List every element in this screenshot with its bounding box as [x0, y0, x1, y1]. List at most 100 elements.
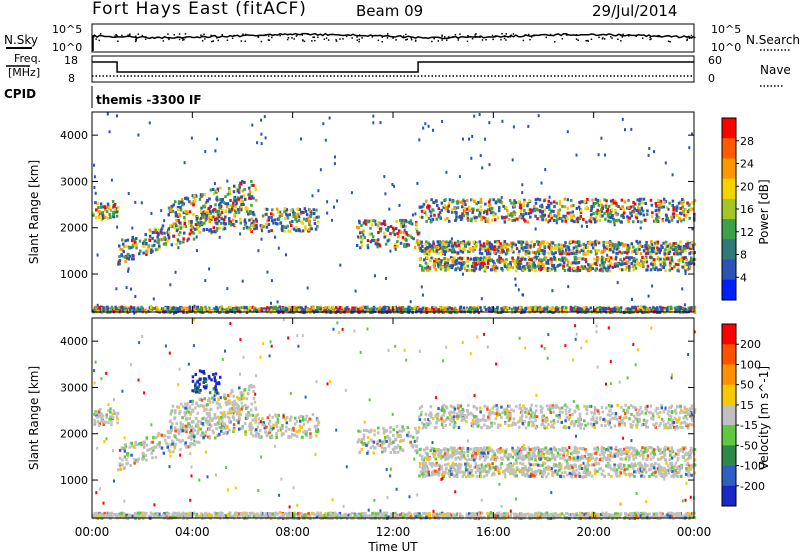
data-cell — [166, 231, 169, 235]
data-cell — [497, 259, 501, 263]
data-cell — [180, 402, 183, 406]
data-cell — [532, 204, 536, 208]
data-cell — [177, 308, 180, 312]
data-cell — [420, 240, 423, 244]
data-cell — [432, 246, 435, 250]
data-cell — [239, 413, 242, 417]
data-cell — [248, 218, 251, 222]
data-cell — [278, 305, 281, 309]
data-cell — [242, 203, 245, 206]
data-cell — [486, 242, 489, 246]
data-cell — [666, 257, 670, 261]
data-cell — [503, 240, 506, 243]
data-cell — [671, 260, 675, 264]
data-cell — [303, 207, 307, 211]
data-cell — [677, 308, 680, 312]
data-cell — [218, 403, 221, 407]
data-cell — [536, 217, 539, 221]
data-cell — [664, 213, 668, 217]
noise-search-point — [168, 38, 170, 41]
data-cell — [565, 252, 569, 256]
data-cell — [254, 217, 258, 221]
data-cell — [471, 263, 475, 267]
noise-search-point — [356, 39, 358, 41]
data-cell — [461, 250, 465, 254]
data-cell — [237, 421, 240, 425]
data-cell — [428, 248, 432, 252]
data-cell — [517, 256, 520, 260]
data-cell — [289, 220, 292, 224]
data-cell — [621, 205, 625, 209]
data-cell — [209, 228, 212, 232]
data-cell — [216, 198, 219, 202]
data-cell — [467, 250, 470, 253]
data-cell — [652, 260, 655, 264]
data-cell — [576, 220, 580, 224]
noise-search-point — [510, 34, 512, 36]
data-cell — [357, 235, 360, 239]
data-cell — [626, 307, 630, 311]
noise-search-point — [690, 37, 693, 39]
data-cell — [466, 217, 470, 221]
data-cell — [287, 229, 290, 233]
data-cell — [652, 306, 655, 310]
data-cell — [292, 227, 296, 231]
data-cell — [686, 262, 689, 266]
data-cell — [441, 265, 444, 269]
data-cell — [426, 268, 429, 272]
data-cell — [467, 205, 471, 209]
data-cell — [520, 246, 524, 250]
data-cell — [469, 257, 473, 261]
data-cell — [213, 398, 216, 402]
data-cell — [422, 126, 425, 130]
data-cell — [566, 206, 570, 210]
data-cell — [691, 251, 694, 254]
data-cell — [229, 223, 233, 227]
data-cell — [142, 454, 145, 458]
data-cell — [607, 215, 611, 219]
data-cell — [522, 293, 525, 297]
data-cell — [191, 442, 195, 446]
data-cell — [220, 307, 224, 311]
data-cell — [233, 399, 236, 403]
noise-search-point — [327, 39, 330, 41]
data-cell — [621, 242, 625, 246]
data-cell — [639, 308, 642, 312]
data-cell — [684, 256, 687, 259]
data-cell — [524, 257, 527, 261]
data-cell — [593, 240, 597, 244]
data-cell — [607, 255, 610, 259]
data-cell — [594, 268, 597, 272]
data-cell — [452, 244, 455, 248]
data-cell — [109, 309, 112, 313]
data-cell — [359, 309, 362, 313]
data-cell — [100, 205, 103, 209]
data-cell — [94, 191, 97, 195]
data-cell — [372, 307, 375, 311]
data-cell — [107, 409, 110, 413]
data-cell — [661, 246, 664, 250]
data-cell — [212, 416, 215, 420]
data-cell — [347, 308, 350, 312]
noise-search-point — [303, 40, 306, 43]
data-cell — [106, 112, 109, 116]
data-cell — [543, 252, 546, 256]
data-cell — [572, 220, 576, 224]
data-cell — [300, 229, 303, 233]
data-cell — [510, 241, 513, 245]
data-cell — [383, 223, 387, 227]
data-cell — [424, 247, 428, 250]
data-cell — [490, 308, 493, 312]
data-cell — [205, 412, 209, 416]
data-cell — [653, 258, 656, 262]
data-cell — [632, 259, 635, 263]
data-cell — [683, 244, 686, 248]
data-cell — [251, 385, 254, 389]
data-cell — [625, 256, 628, 260]
data-cell — [690, 259, 694, 263]
data-cell — [688, 216, 691, 220]
data-cell — [638, 264, 642, 268]
data-cell — [228, 217, 231, 221]
data-cell — [617, 205, 620, 208]
data-cell — [260, 226, 263, 230]
